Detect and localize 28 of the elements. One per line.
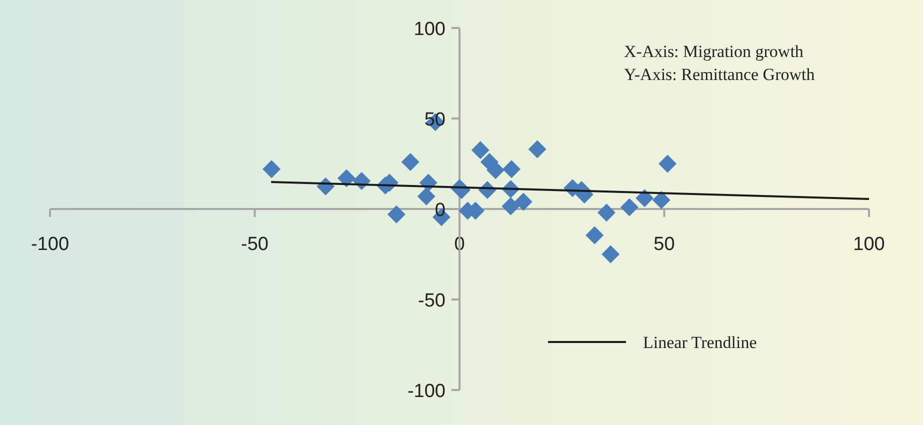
point [598, 204, 616, 222]
point [502, 197, 520, 216]
x-tick-label: -100 [30, 234, 70, 255]
point [620, 198, 638, 216]
point [471, 141, 490, 160]
point [417, 187, 436, 206]
point [401, 152, 420, 171]
x-tick-label: 100 [853, 234, 885, 255]
point [658, 154, 677, 173]
point [652, 190, 670, 209]
x-tick-label: 50 [654, 234, 675, 255]
annotation: Y-Axis: Remittance Growth [624, 65, 816, 84]
point [502, 160, 521, 178]
y-tick-label: -100 [407, 381, 446, 402]
point [337, 169, 356, 188]
legend-label: Linear Trendline [643, 333, 757, 352]
point [528, 140, 546, 158]
point [514, 192, 532, 211]
point [602, 245, 620, 264]
y-tick-label: -50 [418, 290, 446, 312]
x-tick-label: -50 [241, 234, 268, 255]
point [486, 161, 505, 180]
annotation: X-Axis: Migration growth [624, 42, 804, 61]
point [636, 189, 654, 208]
point [586, 226, 604, 244]
y-tick-label: 100 [414, 19, 446, 40]
point [262, 160, 281, 178]
point [387, 205, 406, 224]
